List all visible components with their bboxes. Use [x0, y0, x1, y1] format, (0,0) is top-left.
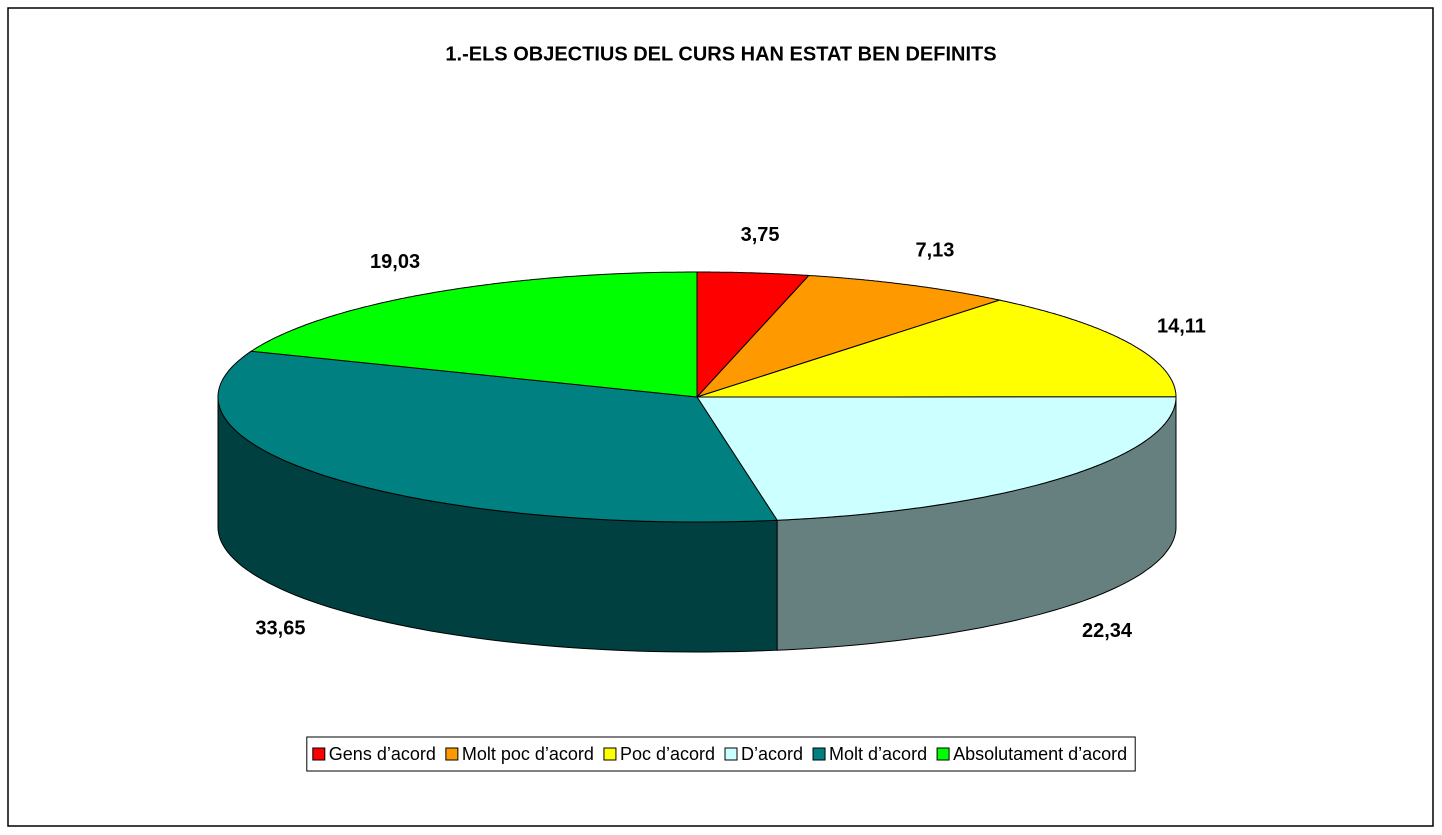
legend-swatch: [445, 747, 459, 761]
data-label: 33,65: [255, 618, 305, 640]
legend-box: [306, 736, 1136, 772]
data-label: 3,75: [741, 224, 780, 246]
slice: [696, 396, 1177, 521]
legend-label: Gens d’acord: [329, 744, 436, 764]
slice: [695, 274, 1002, 399]
legend-swatch: [603, 747, 617, 761]
data-label: 14,11: [1157, 315, 1206, 337]
legend-label: Absolutament d’acord: [953, 744, 1127, 764]
legend-label: D’acord: [741, 744, 803, 764]
pie: 3,75 7,13 14,11 22,34 33,65 19,03: [217, 224, 1206, 653]
legend-label: Molt d’acord: [829, 744, 927, 764]
slice: [249, 271, 698, 398]
legend-swatch: [936, 747, 950, 761]
data-label: 19,03: [370, 251, 420, 273]
slice: [696, 299, 1177, 398]
slice: [696, 271, 810, 399]
legend-swatch: [724, 747, 738, 761]
legend: Gens d’acord Molt poc d’acord Poc d’acord D…: [306, 736, 1136, 772]
data-label: 22,34: [1082, 620, 1133, 642]
slice: [217, 350, 778, 523]
legend-swatch: [312, 747, 326, 761]
data-label: 7,13: [915, 240, 954, 262]
legend-swatch: [812, 747, 826, 761]
chart-title: 1.-ELS OBJECTIUS DEL CURS HAN ESTAT BEN …: [445, 43, 996, 65]
legend-label: Molt poc d’acord: [462, 744, 594, 764]
legend-label: Poc d’acord: [620, 744, 715, 764]
